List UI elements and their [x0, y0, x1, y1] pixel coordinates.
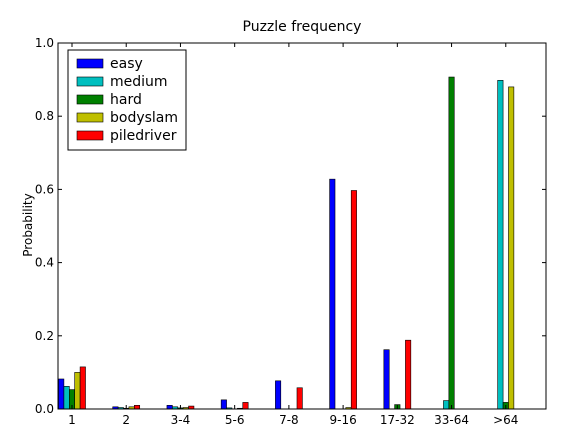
x-tick-label: 9-16	[329, 413, 356, 427]
y-tick-label: 1.0	[35, 36, 54, 50]
y-axis-label: Probability	[21, 193, 35, 256]
bar-easy-7-8	[275, 380, 282, 410]
legend-label-hard: hard	[110, 92, 142, 108]
bar-piledriver-9-16	[350, 190, 357, 410]
legend-swatch-bodyslam	[76, 112, 104, 123]
x-tick-label: 2	[122, 413, 130, 427]
x-tick-label: 3-4	[171, 413, 191, 427]
x-tick-label: 17-32	[380, 413, 415, 427]
bar-hard-33-64	[448, 76, 455, 410]
bar-piledriver-17-32	[405, 339, 412, 410]
legend-swatch-piledriver	[76, 130, 104, 141]
x-tick-label: 7-8	[279, 413, 299, 427]
legend: easy medium hard bodyslam piledriver	[67, 49, 187, 151]
bar-bodyslam->64	[508, 86, 515, 410]
legend-label-easy: easy	[110, 56, 143, 72]
x-tick-label: 33-64	[434, 413, 469, 427]
bar-piledriver-7-8	[296, 387, 303, 410]
y-tick-label: 0.6	[35, 182, 54, 196]
bar-piledriver-5-6	[242, 402, 249, 410]
bar-piledriver-2	[134, 405, 141, 410]
x-tick-label: >64	[493, 413, 518, 427]
y-tick-label: 0.4	[35, 256, 54, 270]
y-axis: 0.0 0.2 0.4 0.6 0.8 1.0	[35, 36, 546, 416]
x-tick-label: 1	[68, 413, 76, 427]
bar-piledriver-1	[79, 366, 86, 410]
chart-title: Puzzle frequency	[243, 19, 362, 35]
bar-bodyslam-1	[74, 372, 81, 410]
bar-medium->64	[497, 80, 504, 410]
bars-group	[58, 76, 515, 410]
bar-medium-33-64	[443, 400, 450, 410]
y-tick-label: 0.8	[35, 109, 54, 123]
y-tick-label: 0.2	[35, 329, 54, 343]
y-tick-label: 0.0	[35, 402, 54, 416]
x-tick-label: 5-6	[225, 413, 245, 427]
legend-label-bodyslam: bodyslam	[110, 110, 178, 126]
legend-swatch-hard	[76, 94, 104, 105]
bar-easy-5-6	[220, 399, 227, 410]
plot-frame	[57, 42, 547, 410]
bar-easy-17-32	[383, 349, 390, 410]
x-axis: 1 2 3-4 5-6 7-8 9-16 17-32 33-64 >64	[68, 43, 518, 427]
legend-label-piledriver: piledriver	[110, 128, 177, 144]
legend-swatch-easy	[76, 58, 104, 69]
bar-medium-1	[63, 386, 70, 410]
bar-easy-3-4	[166, 405, 173, 410]
legend-label-medium: medium	[110, 74, 168, 90]
legend-swatch-medium	[76, 76, 104, 87]
bar-easy-9-16	[329, 178, 336, 410]
bar-easy-1	[58, 378, 65, 410]
